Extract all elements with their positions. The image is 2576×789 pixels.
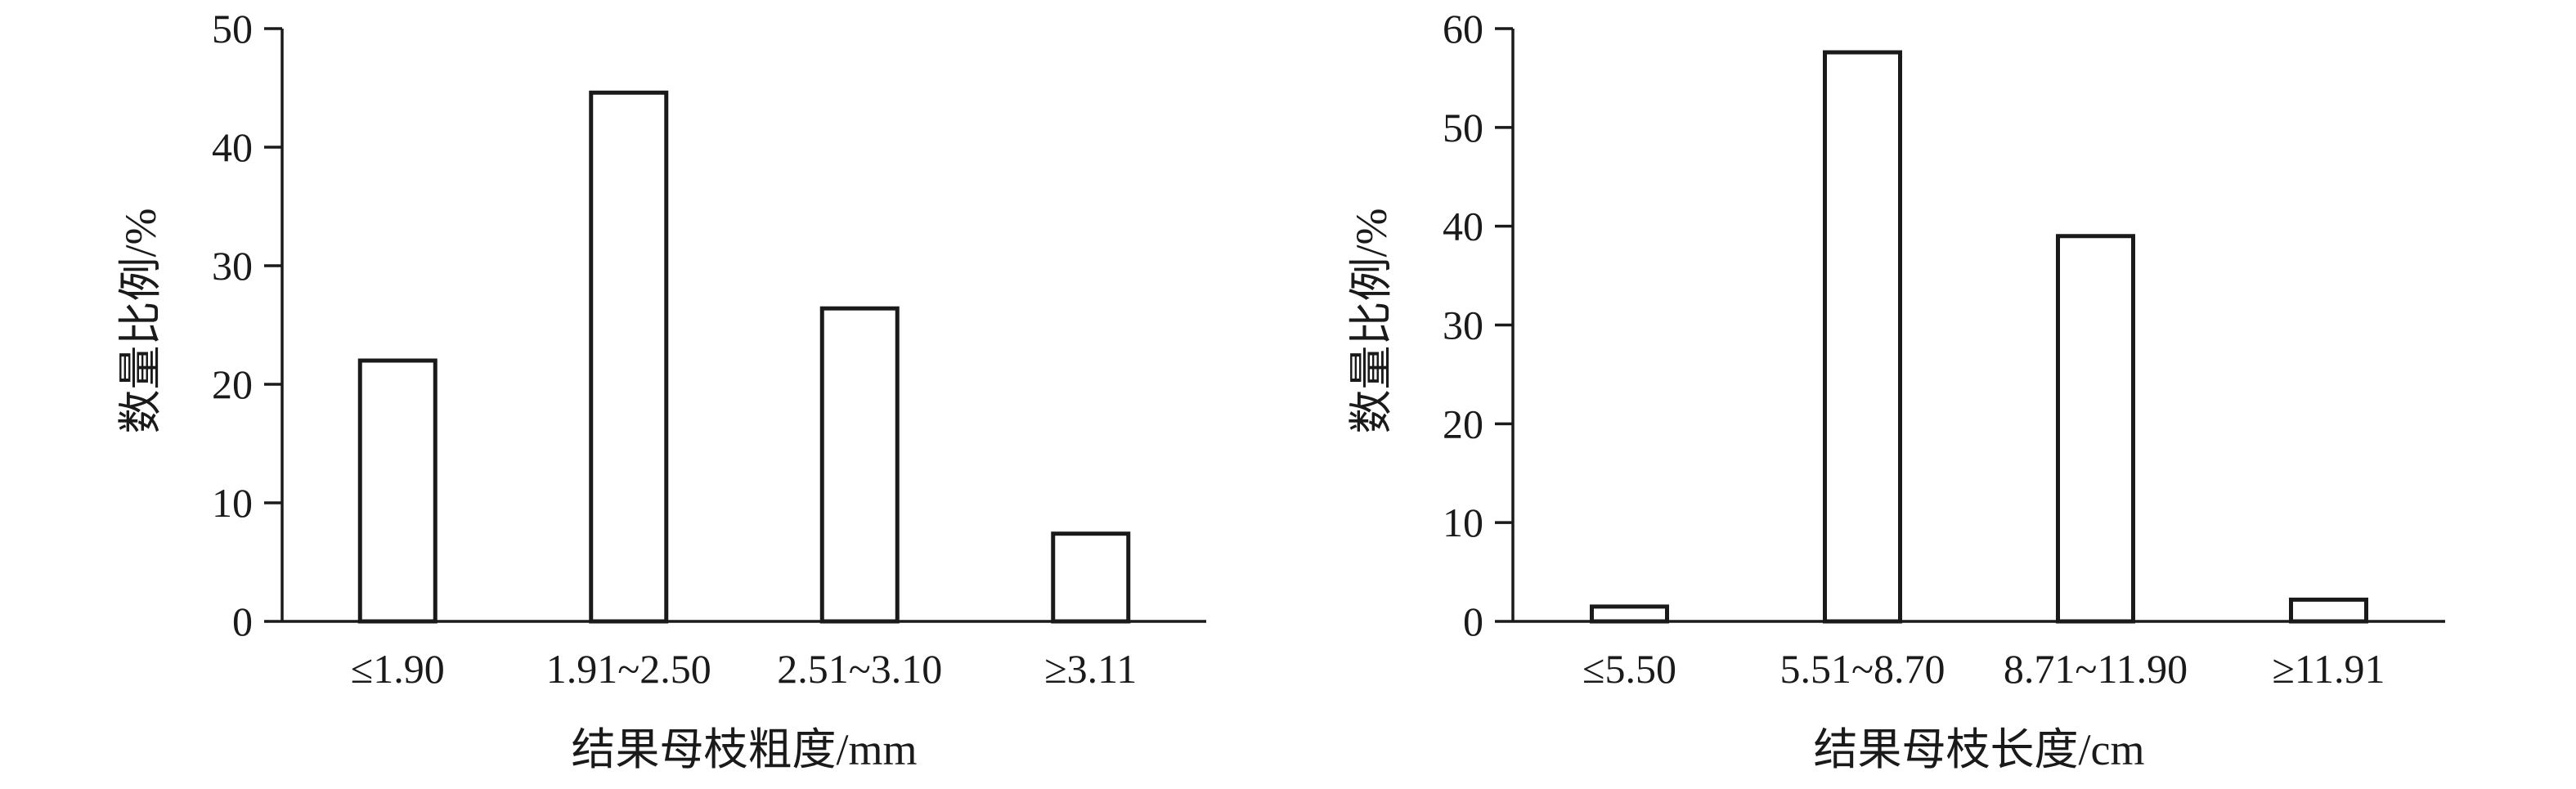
bar-5-51-8-70 — [1823, 50, 1902, 624]
x-tick-label: ≤5.50 — [1582, 646, 1676, 692]
x-tick-label: 5.51~8.70 — [1779, 646, 1945, 692]
bar-1-90 — [357, 358, 438, 624]
y-tick-label: 30 — [1443, 303, 1483, 348]
y-tick-label: 10 — [212, 480, 253, 526]
y-tick-label: 0 — [232, 598, 253, 644]
x-tick-label: 8.71~11.90 — [2004, 646, 2188, 692]
bar-8-71-11-90 — [2056, 234, 2135, 624]
x-tick-label: 2.51~3.10 — [777, 646, 942, 692]
x-tick-label: ≥11.91 — [2272, 646, 2385, 692]
y-tick-label: 20 — [212, 361, 253, 407]
x-tick-label: ≥3.11 — [1044, 646, 1137, 692]
y-tick-label: 50 — [212, 6, 253, 52]
y-tick-label: 50 — [1443, 105, 1483, 150]
x-tick-label: 1.91~2.50 — [546, 646, 711, 692]
y-tick-label: 40 — [1443, 204, 1483, 249]
bar-2-51-3-10 — [819, 306, 900, 624]
y-tick-label: 0 — [1463, 598, 1483, 644]
y-tick-label: 60 — [1443, 6, 1483, 52]
y-tick-label: 40 — [212, 124, 253, 170]
bar-1-91-2-50 — [589, 90, 669, 624]
bar-5-50 — [1590, 604, 1669, 624]
y-tick-label: 20 — [1443, 401, 1483, 446]
chart-branch-length: 0 10 20 30 40 50 60 ≤5.50 5.51~8.70 8.71~11.90 ≥11… — [1347, 6, 2445, 774]
y-tick-label: 30 — [212, 243, 253, 289]
chart-branch-diameter: 0 10 20 30 40 50 ≤1.90 1.91~2.50 2.51~3.10 ≥3.11 结… — [116, 6, 1206, 774]
bar-11-91 — [2289, 597, 2368, 624]
x-tick-label: ≤1.90 — [351, 646, 445, 692]
y-tick-label: 10 — [1443, 500, 1483, 545]
y-axis-title: 数量比例/% — [1347, 208, 1396, 434]
y-axis-title: 数量比例/% — [116, 208, 165, 434]
bar-3-11 — [1051, 531, 1131, 624]
x-axis-title: 结果母枝粗度/mm — [571, 725, 917, 774]
x-axis-title: 结果母枝长度/cm — [1814, 725, 2145, 774]
